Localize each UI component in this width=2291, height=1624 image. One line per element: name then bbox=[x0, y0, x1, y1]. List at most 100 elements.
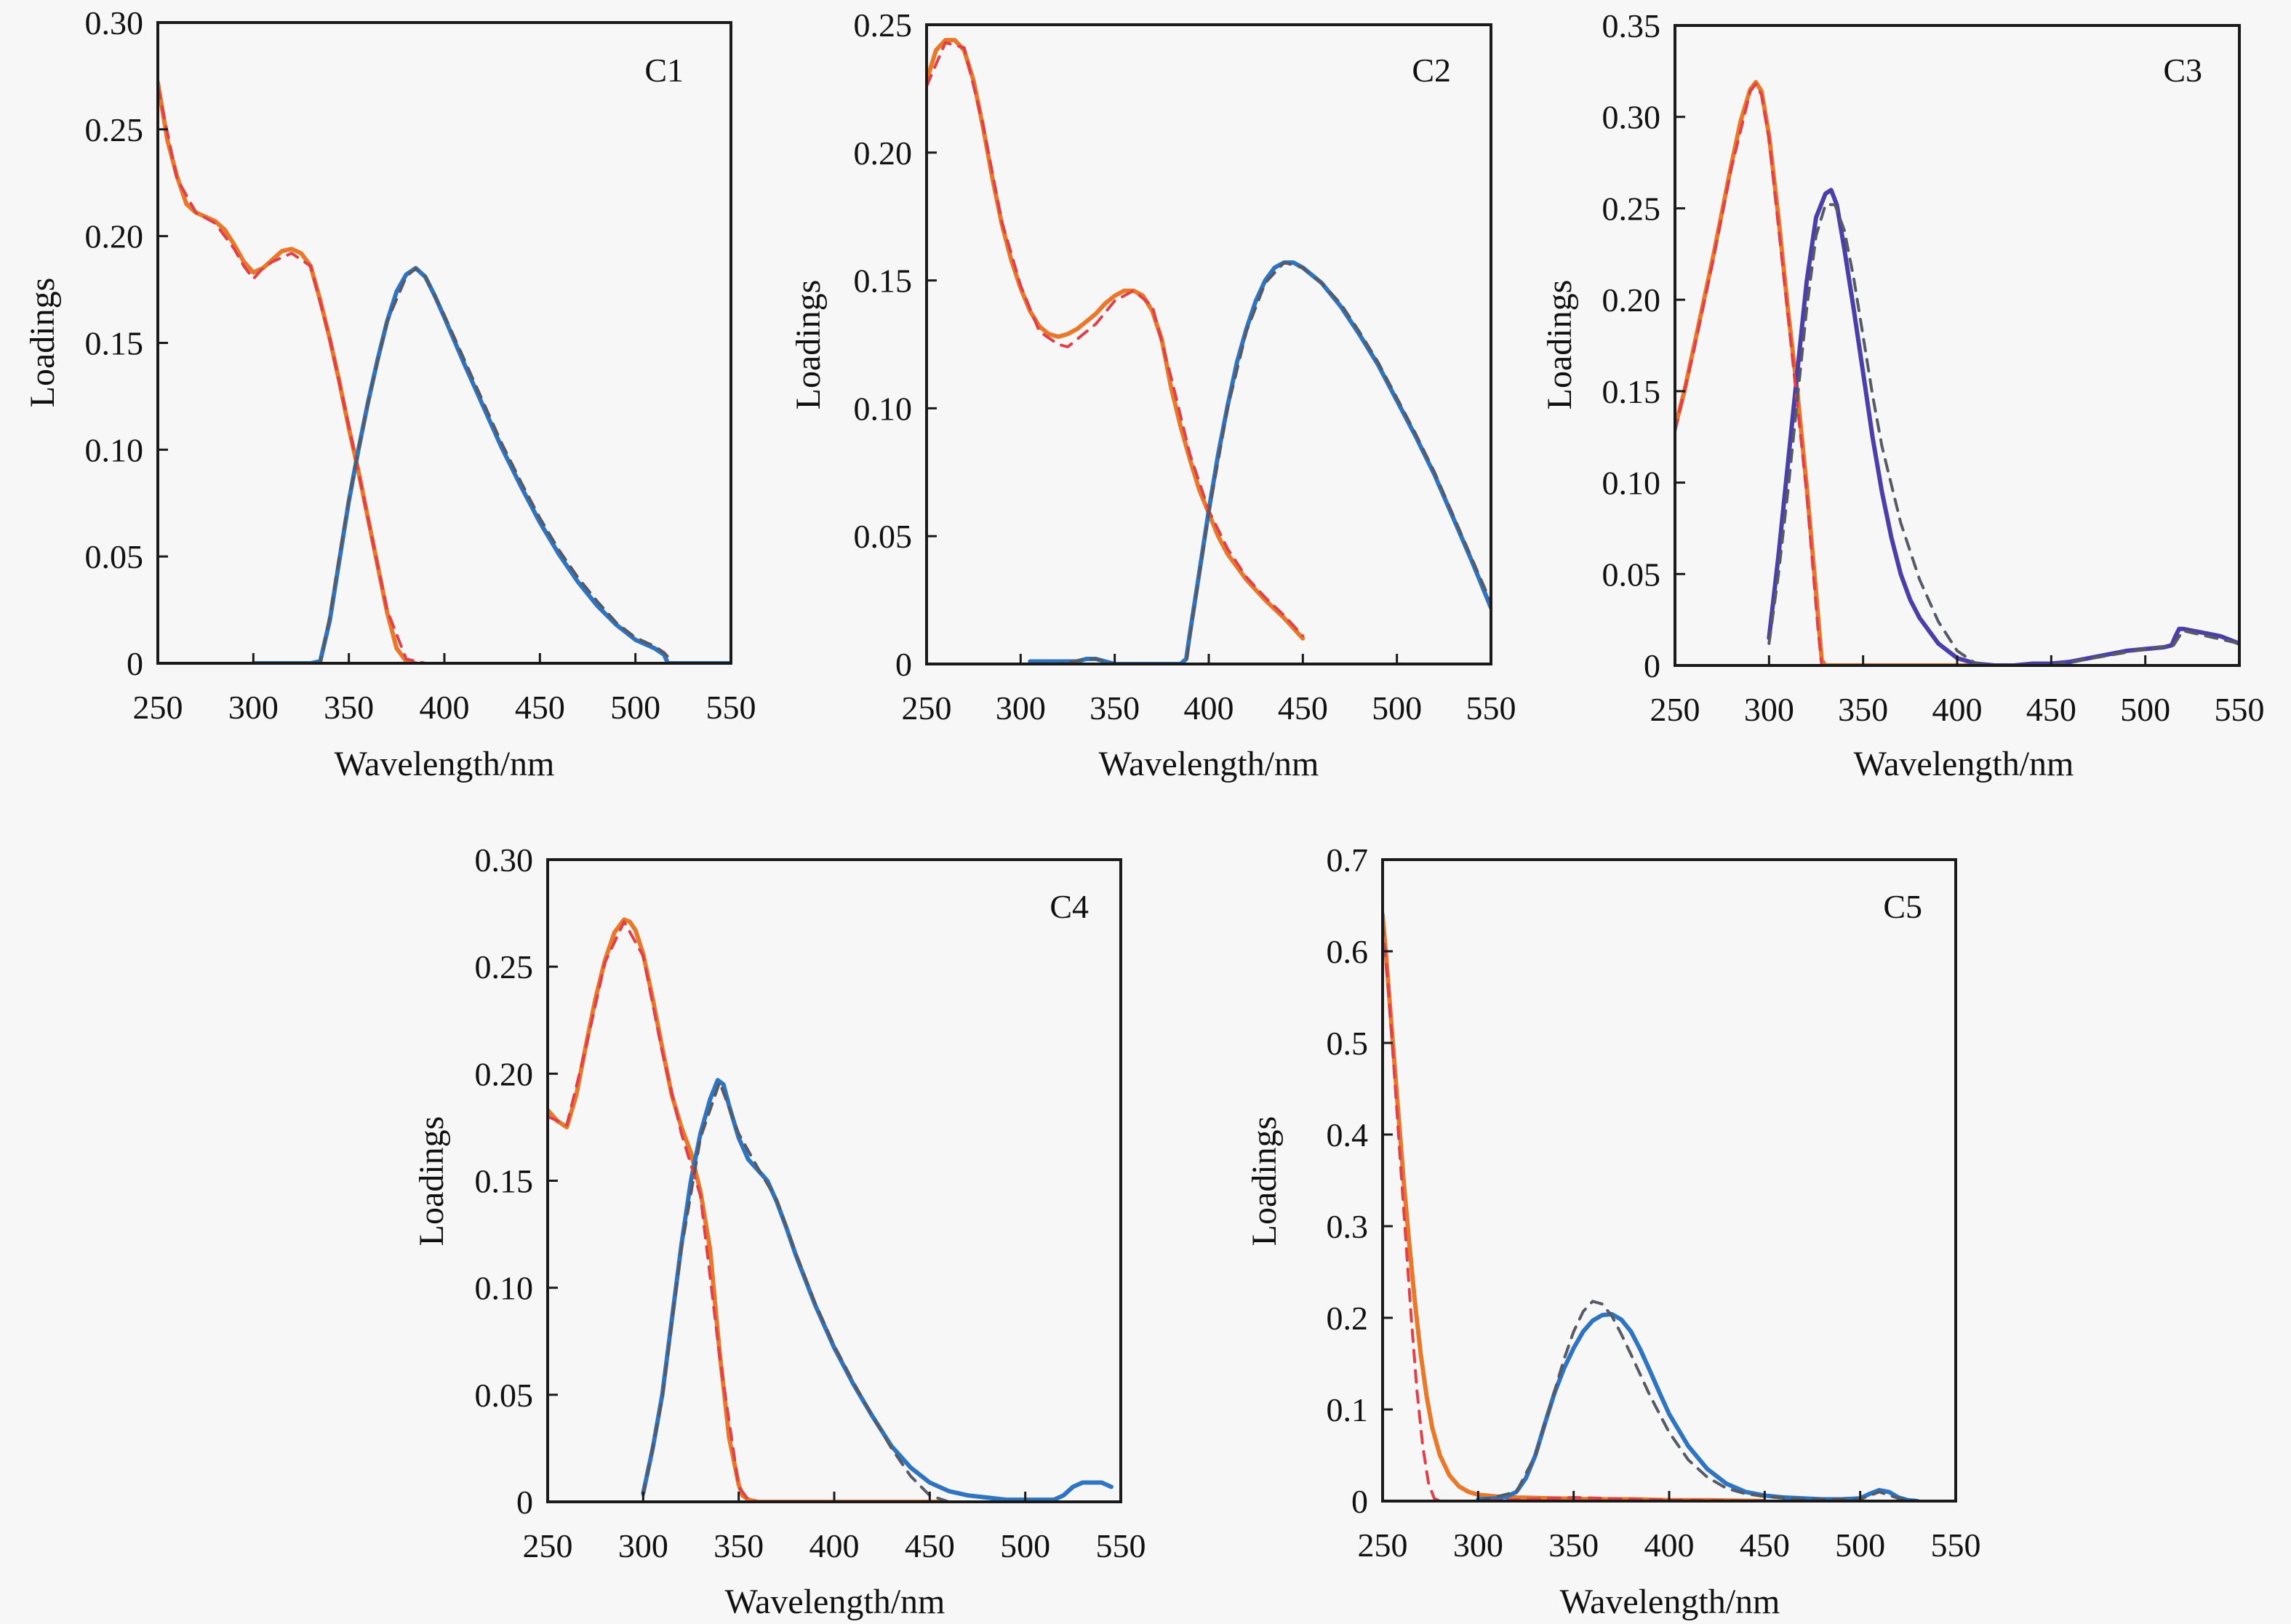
c3-x-tick-label: 400 bbox=[1932, 691, 1983, 728]
c2-x-tick-label: 550 bbox=[1466, 689, 1516, 727]
c1-x-tick-label: 250 bbox=[133, 689, 183, 726]
c3-x-tick-label: 550 bbox=[2215, 691, 2265, 728]
c4-series-emission-model bbox=[641, 1081, 951, 1502]
c5-y-tick-label: 0.4 bbox=[1327, 1116, 1369, 1153]
c5-series-excitation-model bbox=[1383, 922, 1767, 1501]
c2-series-emission-model bbox=[1028, 261, 1491, 664]
c5-series-excitation bbox=[1383, 912, 1767, 1501]
c5-y-tick-label: 0.6 bbox=[1327, 933, 1369, 970]
c1-x-tick-label: 450 bbox=[515, 689, 565, 726]
c4-series-emission bbox=[641, 1078, 1113, 1502]
c2-series-emission bbox=[1028, 260, 1491, 664]
c1-y-tick-label: 0.25 bbox=[85, 111, 144, 148]
c5-panel-label: C5 bbox=[1883, 888, 1922, 925]
c2-series-excitation-model bbox=[927, 41, 1305, 638]
c3-x-tick-label: 350 bbox=[1838, 691, 1888, 728]
panel-c5: 250 300 350 400 450 500 550 0 0.1 0.2 0.3 0.4 0.5 0.6… bbox=[1245, 841, 1981, 1621]
c4-x-tick-label: 450 bbox=[905, 1527, 955, 1564]
c2-y-tick-label: 0.05 bbox=[854, 518, 913, 555]
c4-y-tick-label: 0 bbox=[516, 1484, 533, 1521]
c1-y-tick-label: 0.15 bbox=[85, 325, 144, 362]
c1-y-tick-label: 0.10 bbox=[85, 431, 144, 468]
c2-x-axis-title: Wavelength/nm bbox=[1099, 745, 1319, 783]
c4-y-tick-label: 0.15 bbox=[475, 1163, 534, 1200]
c3-ticks bbox=[1674, 24, 2241, 667]
c4-y-tick-label: 0.30 bbox=[475, 841, 534, 879]
c5-y-tick-label: 0.3 bbox=[1327, 1208, 1369, 1245]
c5-tick-labels: 250 300 350 400 450 500 550 0 0.1 0.2 0.3 0.4 0.5 0.6… bbox=[1327, 841, 1981, 1564]
c3-panel-label: C3 bbox=[2163, 52, 2202, 89]
c3-tick-labels: 250 300 350 400 450 500 550 0 0.05 0.10 0.15 0.20 0.… bbox=[1602, 7, 2265, 728]
panel-c1: 250 300 350 400 450 500 550 0 0.05 0.10 0.15 0.20 0.… bbox=[23, 4, 756, 783]
panel-c4: 250 300 350 400 450 500 550 0 0.05 0.10 0.15 0.20 0.… bbox=[412, 841, 1146, 1621]
c1-x-tick-label: 400 bbox=[420, 689, 470, 726]
c2-y-tick-label: 0.10 bbox=[854, 390, 913, 427]
c1-y-tick-label: 0 bbox=[127, 645, 143, 682]
c1-x-tick-label: 500 bbox=[610, 689, 660, 726]
c4-y-tick-label: 0.20 bbox=[475, 1055, 534, 1092]
c2-x-tick-label: 300 bbox=[996, 689, 1046, 727]
c5-y-tick-label: 0 bbox=[1351, 1483, 1368, 1520]
c2-y-tick-label: 0.20 bbox=[854, 135, 913, 172]
c3-y-tick-label: 0 bbox=[1644, 647, 1660, 684]
c4-tick-labels: 250 300 350 400 450 500 550 0 0.05 0.10 0.15 0.20 0.… bbox=[475, 841, 1146, 1564]
c5-x-tick-label: 500 bbox=[1835, 1527, 1885, 1564]
c1-ticks bbox=[156, 21, 732, 665]
c3-y-tick-label: 0.25 bbox=[1602, 190, 1661, 227]
c3-y-tick-label: 0.20 bbox=[1602, 281, 1661, 319]
c3-series-emission-model bbox=[1767, 203, 2239, 665]
c4-panel-label: C4 bbox=[1049, 888, 1089, 925]
c5-y-tick-label: 0.5 bbox=[1327, 1025, 1369, 1062]
c3-y-tick-label: 0.30 bbox=[1602, 99, 1661, 136]
c2-x-tick-label: 450 bbox=[1278, 689, 1328, 727]
c3-y-tick-label: 0.15 bbox=[1602, 373, 1661, 410]
c5-y-axis-title: Loadings bbox=[1245, 1116, 1284, 1247]
c3-x-tick-label: 250 bbox=[1650, 691, 1700, 728]
c4-y-axis-title: Loadings bbox=[412, 1116, 451, 1247]
c2-panel-label: C2 bbox=[1412, 52, 1451, 89]
c5-x-axis-title: Wavelength/nm bbox=[1560, 1583, 1780, 1621]
c1-tick-labels: 250 300 350 400 450 500 550 0 0.05 0.10 0.15 0.20 0.… bbox=[85, 4, 756, 726]
c3-series-emission bbox=[1767, 188, 2239, 665]
c2-x-tick-label: 500 bbox=[1372, 689, 1422, 727]
c5-ticks bbox=[1381, 858, 1957, 1503]
c2-y-tick-label: 0.25 bbox=[854, 7, 913, 44]
c1-y-tick-label: 0.30 bbox=[85, 4, 144, 41]
c3-y-tick-label: 0.35 bbox=[1602, 7, 1661, 44]
c3-series-excitation-model bbox=[1675, 82, 1823, 665]
c4-x-tick-label: 250 bbox=[523, 1527, 573, 1564]
c4-x-tick-label: 550 bbox=[1096, 1527, 1146, 1564]
c1-x-tick-label: 350 bbox=[324, 689, 374, 726]
c5-x-tick-label: 400 bbox=[1644, 1527, 1695, 1564]
c4-x-tick-label: 300 bbox=[618, 1527, 668, 1564]
c4-x-tick-label: 500 bbox=[1000, 1527, 1050, 1564]
c3-x-axis-title: Wavelength/nm bbox=[1854, 745, 2074, 783]
c4-y-tick-label: 0.10 bbox=[475, 1270, 534, 1307]
c1-x-axis-title: Wavelength/nm bbox=[335, 745, 555, 783]
c5-x-tick-label: 450 bbox=[1740, 1527, 1790, 1564]
c4-ticks bbox=[546, 858, 1122, 1503]
c5-x-tick-label: 250 bbox=[1358, 1527, 1408, 1564]
c3-x-tick-label: 300 bbox=[1744, 691, 1794, 728]
c2-y-tick-label: 0 bbox=[895, 646, 912, 683]
c2-x-tick-label: 350 bbox=[1089, 689, 1140, 727]
c2-x-tick-label: 250 bbox=[902, 689, 952, 727]
c5-y-tick-label: 0.2 bbox=[1327, 1300, 1369, 1337]
c5-x-tick-label: 350 bbox=[1548, 1527, 1599, 1564]
c4-y-tick-label: 0.05 bbox=[475, 1377, 534, 1414]
c3-y-tick-label: 0.05 bbox=[1602, 556, 1661, 593]
c3-series bbox=[1675, 79, 2239, 665]
c1-y-axis-title: Loadings bbox=[23, 278, 62, 408]
c2-x-tick-label: 400 bbox=[1184, 689, 1234, 727]
c4-x-tick-label: 350 bbox=[713, 1527, 764, 1564]
c3-x-tick-label: 500 bbox=[2120, 691, 2170, 728]
c2-tick-labels: 250 300 350 400 450 500 550 0 0.05 0.10 0.15 0.20 0.… bbox=[854, 7, 1516, 727]
c4-y-tick-label: 0.25 bbox=[475, 948, 534, 985]
c5-x-tick-label: 300 bbox=[1453, 1527, 1503, 1564]
c5-x-tick-label: 550 bbox=[1931, 1527, 1981, 1564]
c3-x-tick-label: 450 bbox=[2026, 691, 2076, 728]
c3-y-tick-label: 0.10 bbox=[1602, 465, 1661, 502]
c4-x-tick-label: 400 bbox=[809, 1527, 860, 1564]
